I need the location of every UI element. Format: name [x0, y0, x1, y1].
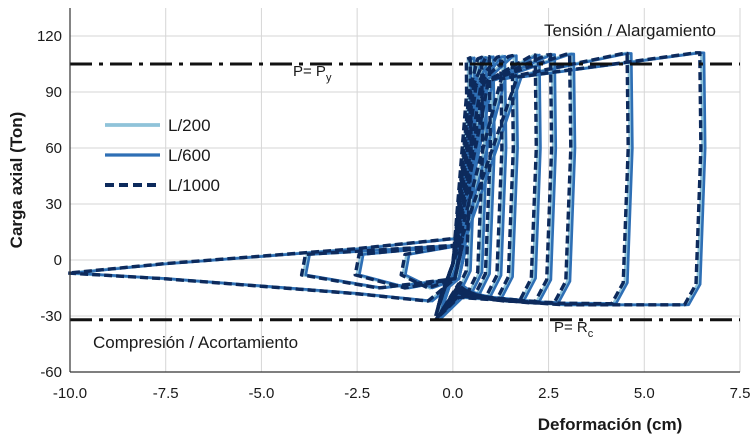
y-tick-label: 90	[45, 84, 62, 101]
ref-label-compression: P= Rc	[554, 319, 594, 340]
legend: L/200 L/600 L/1000	[105, 116, 220, 195]
series-line	[436, 53, 538, 317]
ref-label-yield: P= Py	[293, 63, 332, 84]
reference-lines	[70, 62, 740, 322]
series-line	[433, 51, 703, 321]
x-tick-label: -2.5	[344, 385, 370, 402]
series-l-1000	[66, 51, 703, 321]
x-tick-label: 2.5	[538, 385, 559, 402]
hysteresis-curves	[66, 51, 707, 321]
series-line	[299, 243, 465, 290]
y-tick-label: -30	[40, 308, 62, 325]
y-tick-label: 0	[54, 252, 62, 269]
series-line	[353, 243, 465, 290]
y-tick-label: 30	[45, 196, 62, 213]
x-tick-label: -7.5	[153, 385, 179, 402]
annotation-tension: Tensión / Alargamiento	[544, 21, 716, 40]
x-tick-label: -10.0	[53, 385, 87, 402]
legend-label-l600: L/600	[168, 146, 211, 165]
y-tick-label: -60	[40, 364, 62, 381]
series-line	[66, 235, 465, 303]
annotation-compression: Compresión / Acortamiento	[93, 333, 298, 352]
legend-label-l1000: L/1000	[168, 176, 220, 195]
x-tick-label: 5.0	[634, 385, 655, 402]
series-line	[434, 51, 630, 320]
x-axis-title: Deformación (cm)	[538, 415, 683, 434]
x-tick-label: 0.0	[442, 385, 463, 402]
series-line	[435, 52, 554, 318]
x-tick-label: -5.0	[248, 385, 274, 402]
y-tick-label: 120	[37, 28, 62, 45]
y-axis-title: Carga axial (Ton)	[7, 112, 26, 249]
x-tick-label: 7.5	[730, 385, 751, 402]
axes: -10.0 -7.5 -5.0 -2.5 0.0 2.5 5.0 7.5 -60 -30 0 30 60…	[37, 8, 750, 402]
legend-label-l200: L/200	[168, 116, 211, 135]
y-tick-label: 60	[45, 140, 62, 157]
series-line	[438, 55, 493, 313]
